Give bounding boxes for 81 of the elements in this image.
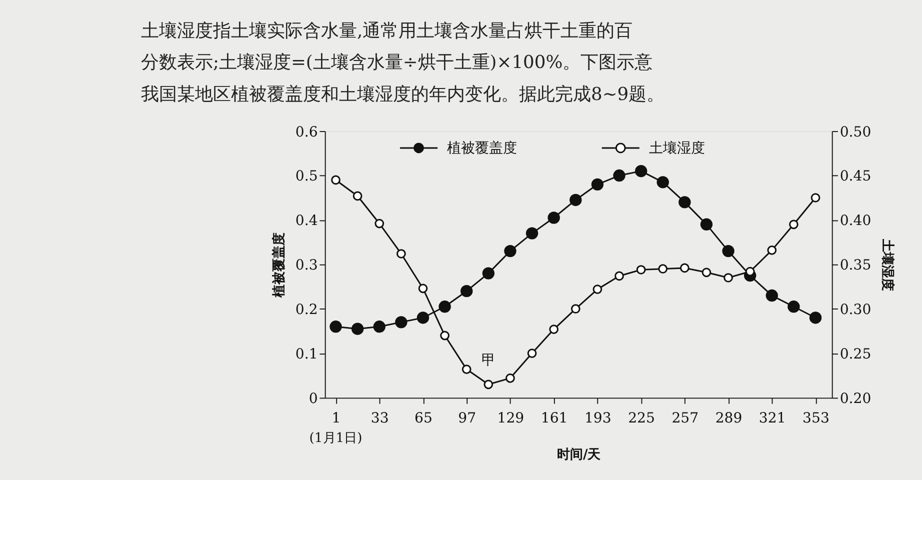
x-tick-label: 225 [628,410,655,427]
point [331,175,340,185]
point [351,322,364,335]
x-tick-label: 353 [802,410,830,427]
point [460,284,473,298]
y-tick-label: 0.2 [295,302,318,318]
point [656,176,669,188]
point [592,284,602,294]
point [745,266,755,276]
point [504,244,516,258]
point [484,380,494,390]
point [570,194,582,206]
y2-tick-label: 0.40 [840,213,872,230]
legend-label: 土壤湿度 [648,140,705,157]
point [330,320,342,333]
point [395,316,408,328]
point [373,320,386,333]
point [614,271,624,281]
point [416,312,430,324]
y2-tick-label: 0.20 [840,390,872,407]
x-tick-label: 321 [758,410,786,427]
x-tick-label: 33 [370,410,389,427]
y2-axis-title: 土壤湿度 [879,238,896,291]
point [482,267,495,280]
point [702,268,712,278]
point [352,191,362,201]
point [658,264,668,274]
point [788,300,800,313]
x-tick-label: 97 [458,410,476,427]
y-tick-label: 0.1 [295,346,318,362]
x-tick-label: 129 [497,410,524,427]
y-axis-title: 植被覆盖度 [271,232,288,298]
point [634,164,648,178]
y-tick-label: 0.4 [295,213,318,230]
y-tick-label: 0 [308,390,318,407]
point [440,330,450,340]
text: (1月1日) [309,430,362,446]
annotation: 甲 [481,352,496,369]
point [636,265,646,274]
text: 我国某地区植被覆盖度和土壤湿度的年内变化。据此完成8~9题。 [140,84,665,106]
x-tick-label: 193 [584,410,612,427]
x-tick-label: 289 [715,410,742,427]
point [438,300,451,313]
point [809,312,822,324]
x-tick-label: 257 [672,410,699,427]
legend-label: 植被覆盖度 [446,140,517,157]
point [789,220,798,230]
point [722,244,734,258]
point [527,348,537,358]
y-tick-label: 0.3 [295,258,318,274]
x-tick-label: 65 [414,410,432,427]
x-tick-label: 161 [540,410,568,427]
y2-tick-label: 0.45 [840,168,872,185]
point [724,273,733,282]
y-tick-label: 0.5 [295,168,318,185]
point [418,284,428,294]
point [396,249,406,258]
point [767,246,777,255]
y2-tick-label: 0.25 [840,346,872,362]
point [678,196,691,208]
point [700,218,713,231]
point [810,193,820,202]
point [766,289,778,302]
point [548,212,560,224]
point [374,218,384,228]
x-tick-label: 1 [332,410,341,427]
y2-tick-label: 0.35 [840,258,872,274]
y-tick-label: 0.6 [295,124,318,140]
point [613,169,626,182]
point [591,178,604,191]
point [462,364,472,374]
x-axis-title: 时间/天 [556,447,602,462]
y2-tick-label: 0.30 [840,302,872,318]
y2-tick-label: 0.50 [840,124,872,140]
point [526,227,538,240]
point [570,304,580,314]
point [680,263,690,273]
text: 分数表示;土壤湿度=(土壤含水量÷烘干土重)×100%。下图示意 [140,52,653,74]
point [506,374,515,383]
text: 土壤湿度指土壤实际含水量,通常用土壤含水量占烘干土重的百 [140,20,633,42]
point [549,324,559,334]
